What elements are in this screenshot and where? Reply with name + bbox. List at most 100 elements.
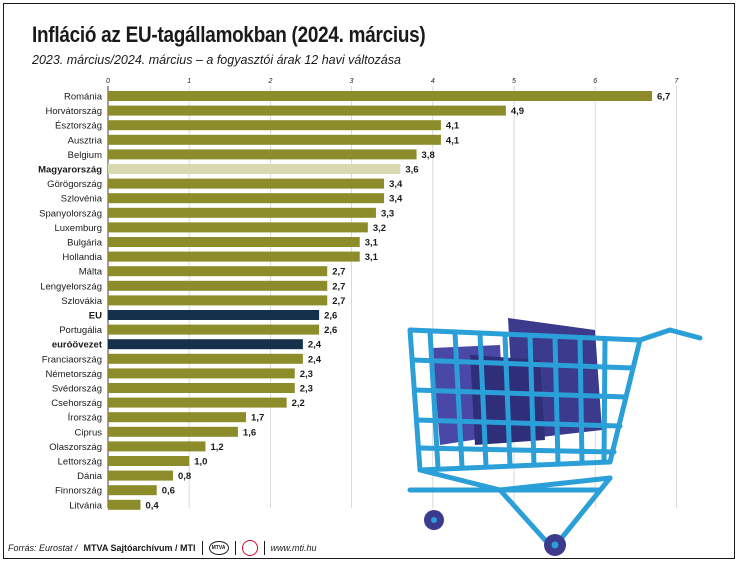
value-label: 1,7 (251, 413, 264, 424)
category-label: Szlovénia (61, 194, 103, 205)
value-label: 3,1 (365, 252, 379, 263)
value-label: 0,8 (178, 471, 191, 482)
source-text: Forrás: Eurostat / (8, 543, 78, 553)
value-label: 3,3 (381, 208, 394, 219)
bar (108, 134, 441, 145)
value-label: 1,2 (210, 442, 223, 453)
value-label: 3,6 (405, 165, 418, 176)
x-tick-label: 4 (431, 78, 435, 85)
bar (108, 178, 385, 189)
category-label: Ciprus (75, 427, 103, 438)
bar (108, 412, 247, 423)
value-label: 3,4 (389, 194, 403, 205)
x-tick-label: 1 (187, 78, 191, 85)
category-label: Ausztria (68, 135, 103, 146)
category-label: Finnország (55, 486, 102, 497)
bar (108, 266, 328, 277)
value-label: 2,4 (308, 340, 322, 351)
x-tick-label: 2 (267, 78, 272, 85)
value-label: 2,7 (332, 296, 345, 307)
credit-text: MTVA Sajtóarchívum / MTI (83, 543, 196, 553)
category-label: Horvátország (46, 106, 103, 117)
mtva-logo: MTVA (208, 541, 229, 555)
category-label: Románia (64, 92, 103, 103)
bar (108, 120, 441, 131)
value-label: 3,1 (365, 238, 379, 249)
value-label: 4,1 (446, 135, 460, 146)
bar (108, 149, 417, 160)
category-label: Olaszország (49, 442, 102, 453)
category-label: Dánia (77, 471, 103, 482)
x-tick-label: 5 (512, 78, 516, 85)
bar (108, 383, 295, 393)
category-label: Franciaország (42, 354, 102, 365)
value-label: 2,2 (292, 398, 305, 409)
bar (108, 164, 401, 174)
category-label: Bulgária (67, 238, 103, 249)
bar (108, 499, 141, 510)
value-label: 4,9 (511, 106, 524, 117)
value-label: 2,3 (300, 384, 313, 395)
chart-title: Infláció az EU-tagállamokban (2024. márc… (32, 22, 426, 47)
category-label: Görögország (47, 179, 102, 190)
bar (108, 280, 328, 291)
value-label: 3,4 (389, 179, 403, 190)
value-label: 0,6 (162, 486, 175, 497)
category-label: EU (89, 311, 102, 322)
category-label: Németország (46, 369, 103, 380)
bar (108, 353, 303, 364)
bar (108, 193, 385, 204)
category-label: Málta (79, 267, 103, 278)
x-tick-label: 7 (674, 78, 679, 85)
divider (263, 541, 265, 555)
bar (108, 441, 206, 452)
divider (234, 541, 236, 555)
value-label: 2,4 (308, 354, 322, 365)
shopping-cart-icon (407, 318, 703, 556)
x-tick-label: 3 (350, 78, 354, 85)
value-label: 6,7 (657, 92, 670, 103)
bar (108, 91, 653, 101)
bar (108, 456, 190, 466)
bar (108, 397, 287, 408)
value-label: 2,3 (300, 369, 313, 380)
divider (201, 541, 203, 555)
value-label: 2,7 (332, 281, 345, 292)
value-label: 3,2 (373, 223, 386, 234)
category-label: Belgium (68, 150, 102, 161)
website-link[interactable]: www.mti.hu (270, 543, 317, 553)
value-label: 2,6 (324, 311, 337, 322)
bar (108, 237, 360, 247)
category-label: Csehország (51, 398, 102, 409)
value-label: 3,8 (422, 150, 435, 161)
x-tick-label: 0 (106, 78, 110, 85)
bar (108, 470, 173, 481)
footer: Forrás: Eurostat / MTVA Sajtóarchívum / … (8, 540, 317, 556)
value-label: 2,7 (332, 267, 345, 278)
bar (108, 295, 328, 306)
chart-subtitle: 2023. március/2024. március – a fogyaszt… (32, 53, 401, 67)
category-label: Szlovákia (61, 296, 102, 307)
bar (108, 426, 238, 437)
bar-layer: Románia 6,7 Horvátország 4,9 Észtország 4,1 Au… (38, 91, 670, 511)
category-label: Magyarország (38, 165, 102, 176)
category-label: Luxemburg (54, 223, 102, 234)
value-label: 1,6 (243, 427, 256, 438)
category-label: Lettország (58, 457, 102, 468)
category-label: Litvánia (69, 500, 102, 511)
bar (108, 485, 157, 496)
category-label: Portugália (59, 325, 102, 336)
category-label: Lengyelország (40, 281, 102, 292)
category-label: Észtország (55, 121, 102, 132)
x-tick-label: 6 (593, 78, 597, 85)
value-label: 4,1 (446, 121, 460, 132)
category-label: Spanyolország (39, 208, 102, 219)
bar (108, 222, 368, 233)
bar (108, 324, 320, 335)
category-label: Írország (68, 413, 102, 424)
value-label: 1,0 (194, 457, 207, 468)
bar (108, 105, 506, 116)
bar (108, 310, 320, 320)
bar (108, 339, 303, 350)
